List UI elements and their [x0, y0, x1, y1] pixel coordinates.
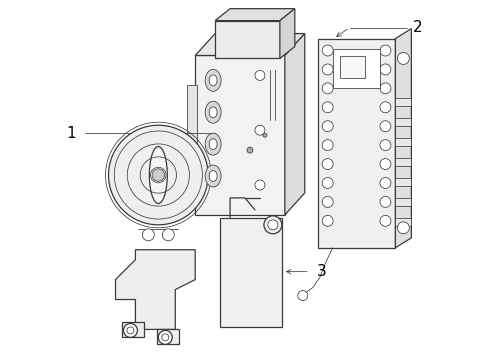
Circle shape [322, 159, 332, 170]
Ellipse shape [205, 69, 221, 91]
Circle shape [254, 125, 264, 135]
Circle shape [397, 222, 408, 234]
Bar [339, 57, 364, 78]
Circle shape [322, 197, 332, 207]
Bar [395, 178, 410, 186]
Circle shape [322, 121, 332, 132]
Polygon shape [285, 33, 304, 215]
Circle shape [254, 180, 264, 190]
Circle shape [379, 64, 390, 75]
Circle shape [246, 147, 252, 153]
Circle shape [267, 220, 277, 230]
Bar [157, 329, 179, 345]
Bar [395, 138, 410, 146]
Circle shape [297, 291, 307, 301]
Circle shape [322, 102, 332, 113]
Circle shape [264, 216, 281, 234]
Circle shape [162, 229, 174, 241]
Circle shape [322, 140, 332, 150]
Circle shape [127, 327, 134, 334]
Ellipse shape [209, 107, 217, 118]
Bar [395, 158, 410, 166]
Text: 3: 3 [316, 264, 326, 279]
Circle shape [322, 215, 332, 226]
Bar [395, 118, 410, 126]
Circle shape [322, 177, 332, 189]
Bar [187, 85, 197, 165]
Text: 2: 2 [412, 20, 421, 35]
Circle shape [263, 133, 266, 137]
Ellipse shape [209, 139, 217, 150]
Circle shape [142, 229, 154, 241]
Ellipse shape [167, 147, 185, 203]
Bar [220, 218, 281, 328]
Bar [195, 55, 285, 215]
Circle shape [152, 169, 164, 181]
Circle shape [379, 197, 390, 207]
Bar [395, 98, 410, 106]
Polygon shape [195, 33, 304, 55]
Circle shape [322, 64, 332, 75]
Circle shape [123, 323, 137, 337]
Circle shape [397, 53, 408, 64]
Circle shape [379, 159, 390, 170]
Circle shape [254, 71, 264, 80]
Circle shape [379, 83, 390, 94]
Circle shape [158, 330, 172, 345]
Bar [332, 49, 380, 88]
Ellipse shape [209, 75, 217, 86]
Circle shape [322, 45, 332, 56]
Polygon shape [115, 250, 195, 329]
Ellipse shape [149, 147, 167, 203]
Polygon shape [395, 28, 410, 248]
Circle shape [162, 334, 168, 341]
Ellipse shape [205, 101, 221, 123]
Bar [395, 218, 410, 226]
Text: 1: 1 [66, 126, 75, 141]
Circle shape [379, 177, 390, 189]
Ellipse shape [108, 125, 208, 225]
Bar [122, 323, 144, 337]
Ellipse shape [205, 165, 221, 187]
Bar [317, 39, 395, 248]
Ellipse shape [209, 171, 217, 181]
Circle shape [379, 45, 390, 56]
Polygon shape [279, 9, 294, 58]
Bar [215, 21, 279, 58]
Circle shape [379, 140, 390, 150]
Circle shape [322, 83, 332, 94]
Circle shape [379, 121, 390, 132]
Circle shape [379, 102, 390, 113]
Polygon shape [215, 9, 294, 21]
Ellipse shape [205, 133, 221, 155]
Bar [395, 198, 410, 206]
Circle shape [379, 215, 390, 226]
Ellipse shape [150, 167, 166, 183]
